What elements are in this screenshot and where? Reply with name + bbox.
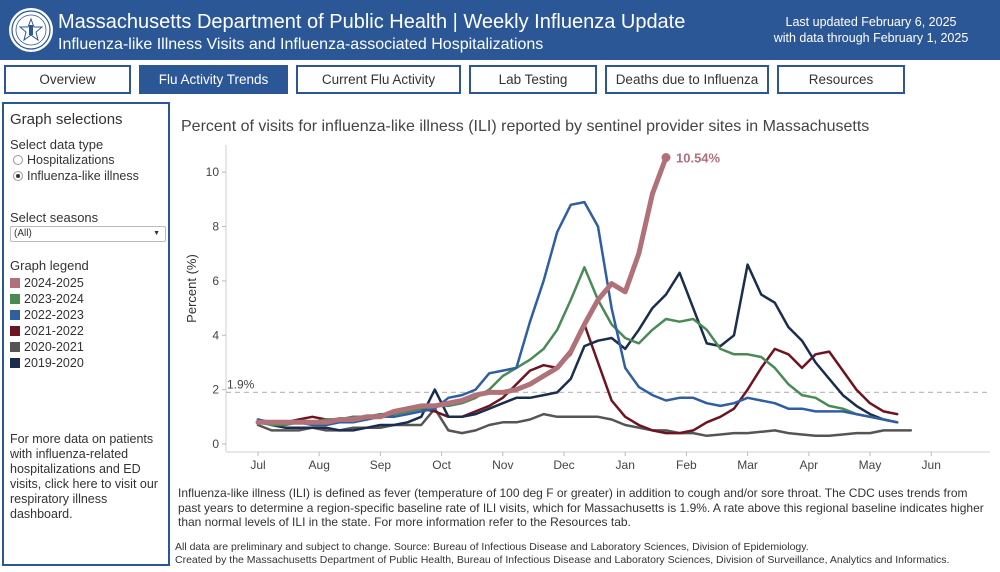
radio-ili-label: Influenza-like illness xyxy=(27,169,139,183)
x-tick-label: Feb xyxy=(676,458,697,472)
legend-label: 2019-2020 xyxy=(24,356,84,370)
legend-swatch xyxy=(10,358,20,368)
massachusetts-seal-icon xyxy=(9,8,53,52)
ili-line-chart: 0 2 4 6 8 10 Percent (%) Jul Aug Sep Oct Nov Dec Jan F… xyxy=(184,145,990,472)
current-season-end-label: 10.54% xyxy=(676,151,721,166)
last-updated: Last updated February 6, 2025 with data … xyxy=(766,14,976,46)
series-line-2022-2023 xyxy=(256,200,899,427)
data-type-label: Select data type xyxy=(10,137,104,152)
page-title: Massachusetts Department of Public Healt… xyxy=(58,11,686,33)
ili-definition-note: Influenza-like illness (ILI) is defined … xyxy=(178,486,984,529)
legend-item-2021-2022[interactable]: 2021-2022 xyxy=(10,324,84,338)
source-note: All data are preliminary and subject to … xyxy=(175,541,809,553)
y-axis-label: Percent (%) xyxy=(184,254,199,323)
radio-hospitalizations[interactable]: Hospitalizations xyxy=(13,153,115,167)
series-line-2024-2025 xyxy=(255,155,669,425)
x-tick-label: Jun xyxy=(922,458,941,472)
seasons-select[interactable]: (All) ▼ xyxy=(10,226,166,242)
graph-legend-label: Graph legend xyxy=(10,258,89,273)
baseline-label: 1.9% xyxy=(227,377,255,391)
y-tick-label: 2 xyxy=(212,383,219,397)
series-line-2019-2020 xyxy=(256,263,899,432)
x-tick-label: Mar xyxy=(737,458,758,472)
x-tick-label: Sep xyxy=(370,458,392,472)
legend-item-2024-2025[interactable]: 2024-2025 xyxy=(10,276,84,290)
legend-item-2020-2021[interactable]: 2020-2021 xyxy=(10,340,84,354)
legend-label: 2020-2021 xyxy=(24,340,84,354)
data-through-date: with data through February 1, 2025 xyxy=(773,31,969,45)
x-tick-label: Oct xyxy=(432,458,451,472)
page-subtitle: Influenza-like Illness Visits and Influe… xyxy=(58,36,544,53)
legend-item-2023-2024[interactable]: 2023-2024 xyxy=(10,292,84,306)
tab-lab-testing[interactable]: Lab Testing xyxy=(469,65,597,94)
legend-item-2022-2023[interactable]: 2022-2023 xyxy=(10,308,84,322)
legend-swatch xyxy=(10,326,20,336)
x-tick-label: Dec xyxy=(553,458,574,472)
legend-item-2019-2020[interactable]: 2019-2020 xyxy=(10,356,84,370)
tab-current-flu-activity[interactable]: Current Flu Activity xyxy=(296,65,461,94)
graph-selections-panel: Graph selections Select data type Hospit… xyxy=(2,102,170,566)
seasons-label: Select seasons xyxy=(10,210,99,225)
tab-deaths-due-to-influenza[interactable]: Deaths due to Influenza xyxy=(605,65,769,94)
chart-title: Percent of visits for influenza-like ill… xyxy=(181,118,870,135)
seasons-select-value: (All) xyxy=(14,228,32,239)
x-tick-label: Nov xyxy=(492,458,513,472)
radio-unselected-icon xyxy=(13,155,23,165)
legend-label: 2021-2022 xyxy=(24,324,84,338)
x-tick-label: May xyxy=(859,458,882,472)
current-season-end-marker xyxy=(661,153,671,163)
legend-label: 2022-2023 xyxy=(24,308,84,322)
tab-flu-activity-trends[interactable]: Flu Activity Trends xyxy=(139,65,288,94)
y-tick-label: 8 xyxy=(212,220,219,234)
legend-swatch xyxy=(10,342,20,352)
series-line-2023-2024 xyxy=(256,266,899,427)
x-tick-label: Jan xyxy=(616,458,635,472)
tab-resources[interactable]: Resources xyxy=(777,65,905,94)
respiratory-dashboard-link[interactable]: For more data on patients with influenza… xyxy=(10,432,158,521)
x-tick-label: Jul xyxy=(250,458,265,472)
page-header: Massachusetts Department of Public Healt… xyxy=(0,0,1000,60)
y-tick-label: 6 xyxy=(212,274,219,288)
tab-overview[interactable]: Overview xyxy=(4,65,131,94)
radio-influenza-like-illness[interactable]: Influenza-like illness xyxy=(13,169,139,183)
legend-swatch xyxy=(10,310,20,320)
x-tick-label: Apr xyxy=(799,458,818,472)
legend-label: 2024-2025 xyxy=(24,276,84,290)
y-tick-label: 10 xyxy=(206,165,220,179)
legend-label: 2023-2024 xyxy=(24,292,84,306)
y-tick-label: 0 xyxy=(212,437,219,451)
credit-note: Created by the Massachusetts Department … xyxy=(175,554,950,566)
legend-swatch xyxy=(10,294,20,304)
x-tick-label: Aug xyxy=(309,458,330,472)
panel-title: Graph selections xyxy=(10,111,123,128)
nav-tabs: Overview Flu Activity Trends Current Flu… xyxy=(0,65,1000,95)
radio-hospitalizations-label: Hospitalizations xyxy=(27,153,115,167)
last-updated-date: Last updated February 6, 2025 xyxy=(785,15,957,29)
legend-swatch xyxy=(10,278,20,288)
y-tick-label: 4 xyxy=(212,328,219,342)
radio-selected-icon xyxy=(13,171,23,181)
dropdown-caret-icon: ▼ xyxy=(153,230,160,237)
